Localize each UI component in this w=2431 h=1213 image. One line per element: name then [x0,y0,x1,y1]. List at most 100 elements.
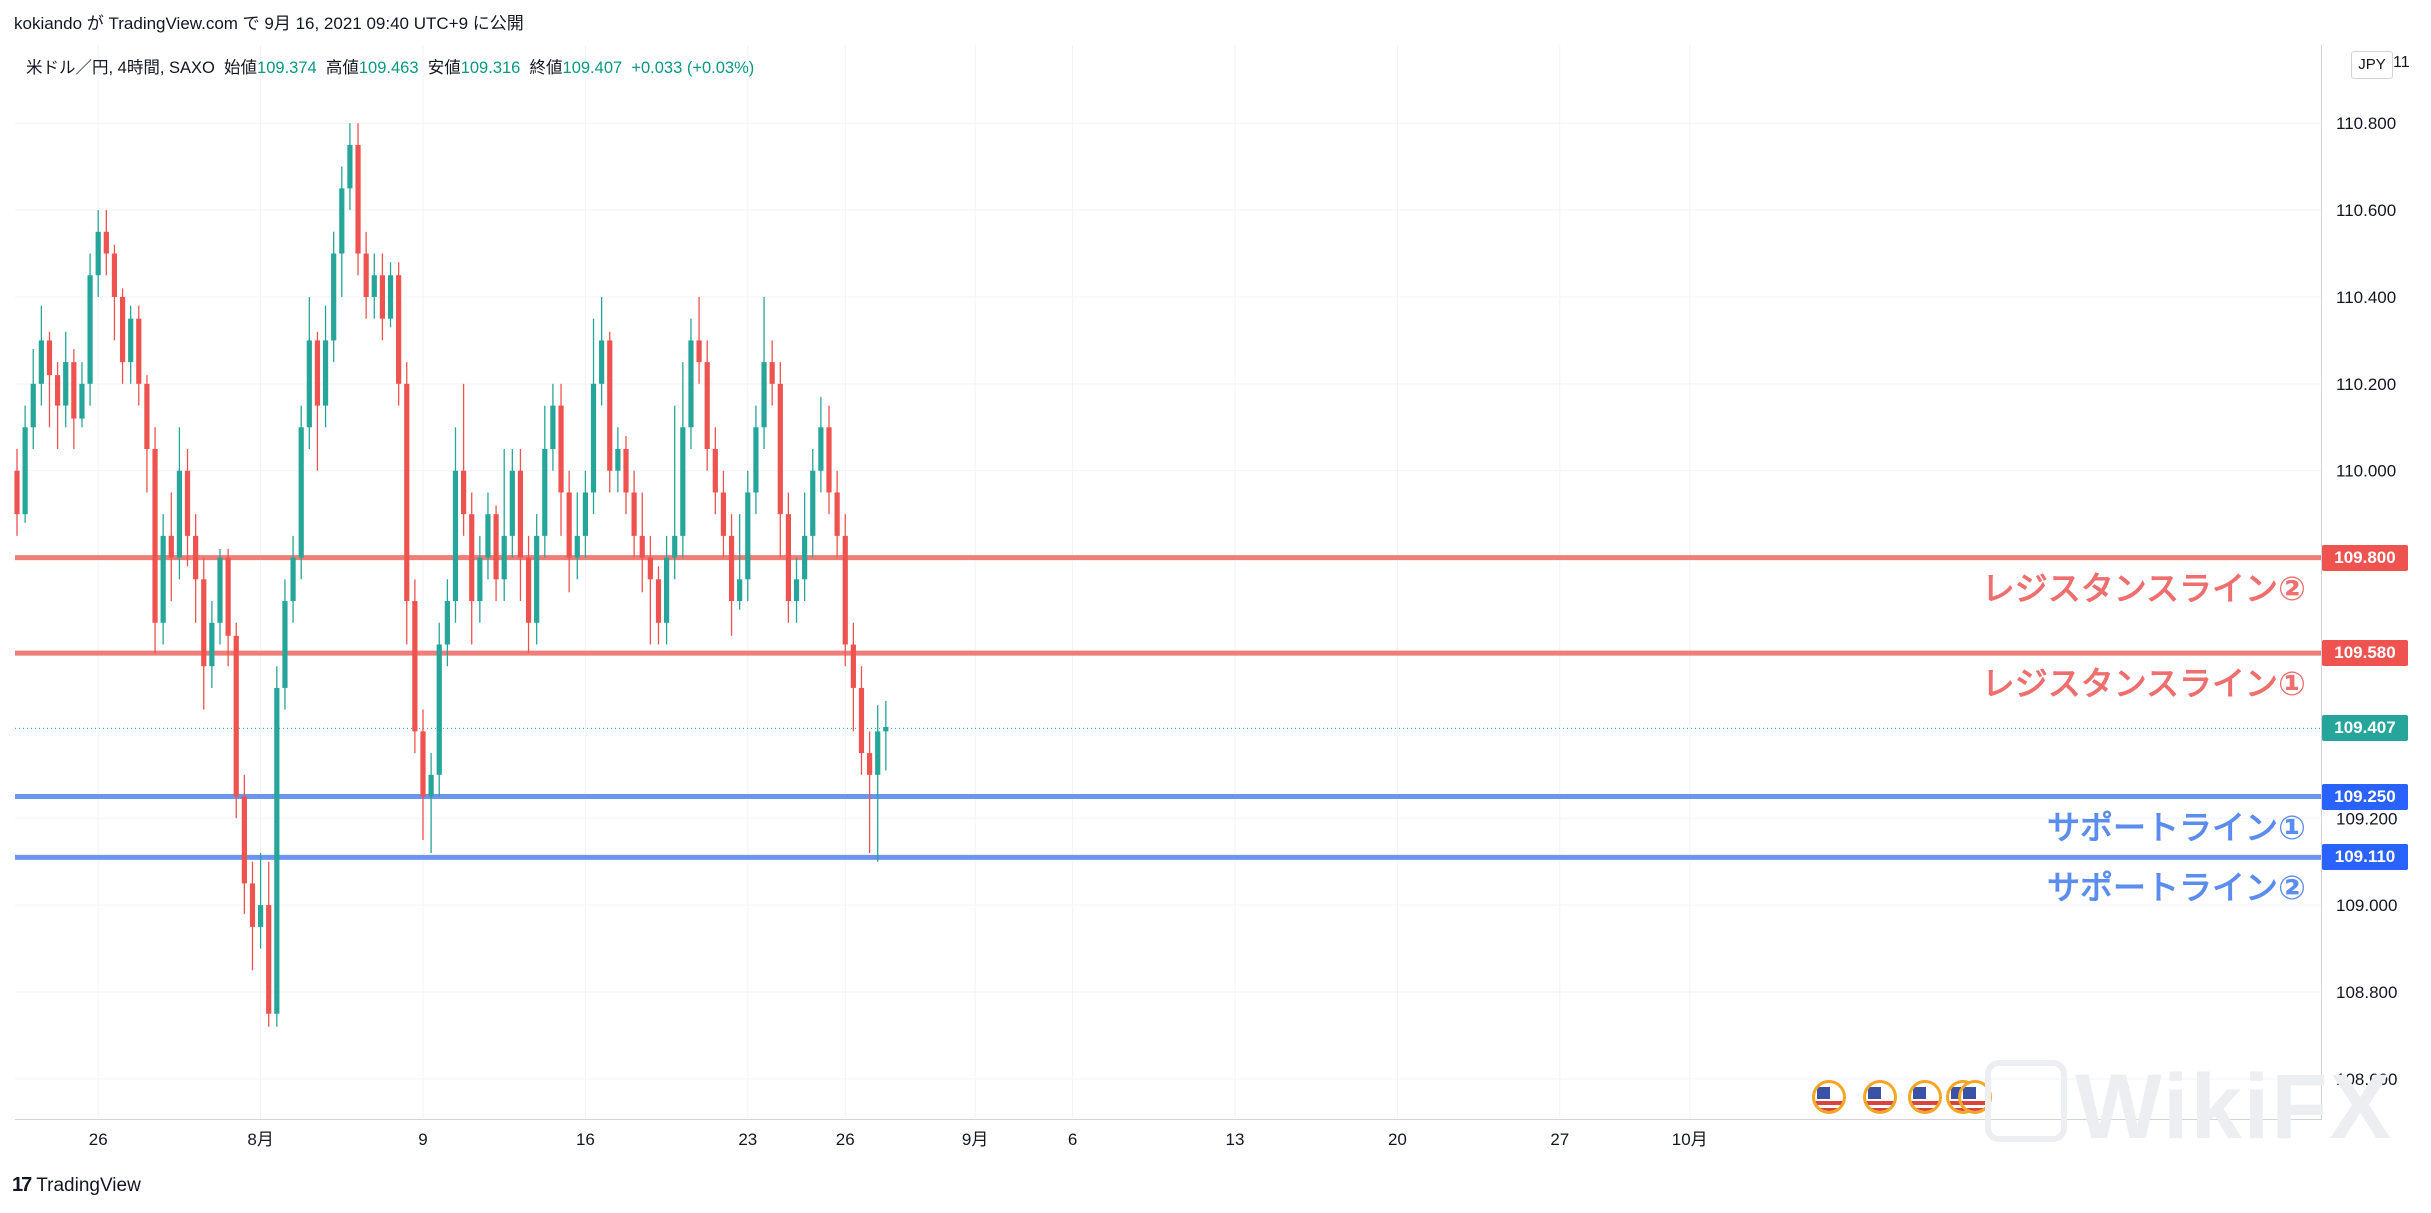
candle [201,557,207,710]
candle [168,492,174,602]
candle [404,362,410,645]
watermark-logo-icon [1985,1060,2067,1142]
candle-body [298,427,304,558]
candle [30,349,36,450]
candle-body [55,375,61,406]
candle [647,535,653,645]
candle [777,362,783,558]
candle [728,514,735,636]
candle [209,601,215,688]
candle-body [769,362,775,384]
candle [623,435,629,515]
price-tick-label: 108.600 [2336,1070,2397,1089]
time-tick-label: 13 [1226,1130,1245,1149]
candle-body [339,188,345,254]
candle-body [858,687,865,754]
candle [193,514,199,623]
currency-button[interactable]: JPY [2351,51,2393,79]
watermark: WikiFX [2075,1056,2393,1158]
candle [875,705,881,862]
candle [314,331,321,471]
candle-body [599,340,605,384]
candle [672,405,678,580]
candle [793,557,800,623]
candle-body [314,340,321,406]
candle [590,318,597,515]
candle [339,166,345,297]
candle [95,210,101,297]
candle [355,123,361,276]
candle-body [647,557,653,580]
candle-body [420,731,426,797]
candle [22,405,28,523]
price-tick-label: 110.400 [2336,288,2396,307]
candle [241,774,247,914]
candle-body [582,492,588,536]
candle-body [111,253,118,297]
candle [550,383,556,471]
candle-body [493,514,499,580]
line-annotation-label: レジスタンスライン② [1981,569,2306,607]
candle [477,535,483,623]
price-tick-label: 109.200 [2336,809,2397,828]
candle-body [128,318,134,363]
candle-body [745,492,751,580]
candle-body [452,470,459,602]
candle-body [119,296,126,363]
us-flag-icon[interactable] [1908,1080,1942,1114]
candle [136,305,142,406]
candle-body [233,635,239,797]
high-label: 高値 [325,59,359,77]
candle [534,514,540,645]
candle [769,340,775,406]
time-tick-label: 20 [1388,1130,1407,1149]
candle [63,331,69,428]
candle-body [258,905,264,927]
candle [298,405,304,580]
price-tick-label: 110.200 [2336,375,2396,394]
candle-body [785,514,791,602]
close-label: 終値 [529,59,563,77]
candle-body [639,535,645,558]
candle-body [322,340,329,406]
candle [111,244,118,341]
candle [818,396,824,493]
candle [176,427,182,580]
candle [485,492,491,580]
candle-body [79,383,85,419]
candle-body [655,579,662,623]
time-tick-label: 10月 [1672,1130,1708,1149]
us-flag-icon[interactable] [1863,1080,1897,1114]
us-flag-icon[interactable] [1812,1080,1846,1114]
candle [306,296,312,450]
tradingview-brand[interactable]: 17 TradingView [12,1174,141,1197]
candle-body [241,796,247,884]
candle [566,470,572,593]
candles [14,123,889,1027]
line-annotation-label: サポートライン① [2047,808,2306,846]
candle-body [193,535,199,580]
candle-body [672,535,678,558]
candle-body [38,340,44,384]
candle [14,449,20,536]
candle-body [615,449,621,471]
candle-body [728,535,735,602]
horizontal-lines [15,555,2321,860]
candle [119,288,126,384]
candle-body [664,557,670,623]
candle [225,548,231,667]
open-label: 始値 [224,59,258,77]
candle-body [87,275,93,384]
candle-body [566,492,572,558]
candle-body [777,383,783,515]
price-line-tag: 109.580 [2322,640,2408,667]
time-tick-label: 16 [576,1130,595,1149]
candle [542,405,548,558]
time-tick-label: 9月 [962,1130,988,1149]
candle-body [444,601,450,645]
low-label: 安値 [427,59,461,77]
candle-body [160,535,166,623]
candle-body [225,557,231,636]
candle [558,383,564,536]
